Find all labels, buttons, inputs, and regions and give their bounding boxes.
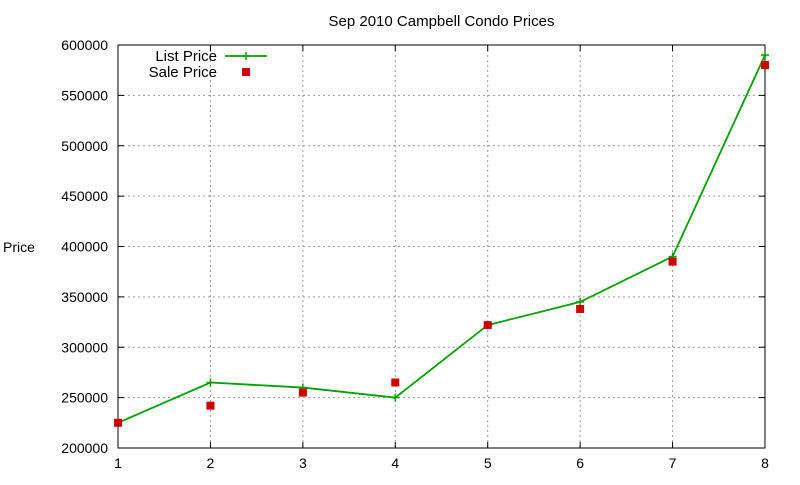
y-tick-label: 250000: [61, 390, 108, 406]
x-tick-label: 1: [114, 455, 122, 471]
list-price-point: [391, 393, 400, 402]
sale-price-point: [298, 388, 307, 397]
x-tick-label: 6: [576, 455, 584, 471]
y-tick-label: 500000: [61, 138, 108, 154]
plot-frame: [117, 44, 766, 449]
axis-ticks: 200000 250000 300000 350000 400000 450000 5000…: [61, 37, 769, 471]
list-price-line: [117, 54, 766, 424]
y-tick-label: 450000: [61, 188, 108, 204]
list-price-point: [761, 51, 769, 60]
sale-price-point: [576, 304, 585, 313]
x-tick-label: 5: [484, 455, 492, 471]
legend-swatch-marker: [242, 52, 250, 60]
sale-price-point: [761, 61, 769, 70]
x-tick-label: 4: [391, 455, 399, 471]
x-tick-label: 3: [299, 455, 307, 471]
y-tick-label: 550000: [61, 87, 108, 103]
x-tick-label: 8: [761, 455, 769, 471]
sale-price-point: [391, 378, 400, 387]
legend-swatch-marker: [242, 68, 250, 76]
list-price-point: [206, 378, 215, 387]
y-tick-label: 400000: [61, 239, 108, 255]
sale-price-point: [206, 401, 215, 410]
y-tick-label: 600000: [61, 37, 108, 53]
sale-price-point: [483, 321, 492, 330]
chart-title: Sep 2010 Campbell Condo Prices: [329, 13, 555, 30]
y-tick-label: 300000: [61, 339, 108, 355]
x-tick-label: 2: [207, 455, 215, 471]
x-tick-label: 7: [669, 455, 677, 471]
y-tick-label: 200000: [61, 440, 108, 456]
list-price-point: [576, 297, 585, 306]
series-list-price: [114, 51, 769, 427]
gridlines: [118, 45, 765, 448]
legend-label: Sale Price: [149, 64, 217, 81]
series-sale-price: [114, 61, 769, 427]
y-axis-label: Price: [3, 239, 35, 255]
legend-label: List Price: [155, 48, 217, 65]
series-layer: [114, 51, 769, 427]
sale-price-point: [668, 257, 677, 266]
sale-price-point: [114, 418, 122, 427]
y-tick-label: 350000: [61, 289, 108, 305]
